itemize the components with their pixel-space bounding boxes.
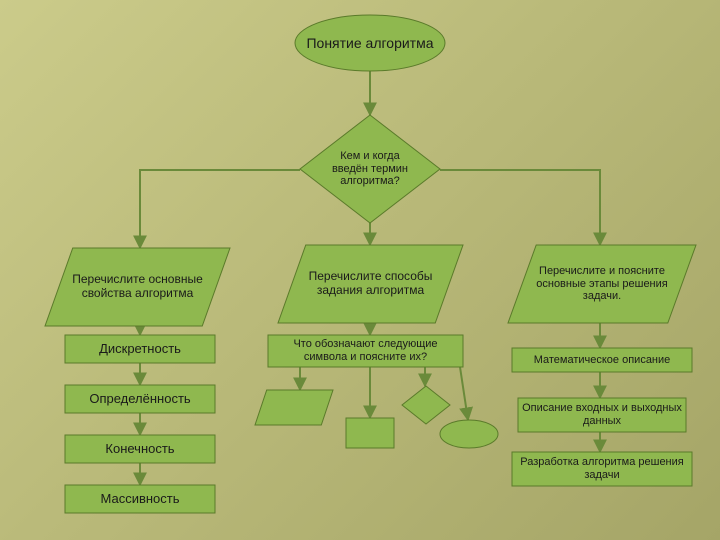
label-p3: Перечислите и поясните основные этапы ре… (527, 245, 677, 323)
label-q1: Кем и когда введён термин алгоритма? (325, 115, 415, 223)
node-s4 (440, 420, 498, 448)
node-s3 (402, 386, 450, 424)
label-r1: Дискретность (69, 335, 211, 363)
label-root: Понятие алгоритма (299, 15, 441, 71)
node-s1 (255, 390, 333, 425)
label-r3: Конечность (69, 435, 211, 463)
label-q2: Что обозначают следующие символа и поясн… (272, 335, 459, 367)
label-r4: Массивность (69, 485, 211, 513)
label-m2: Описание входных и выходных данных (522, 398, 682, 432)
label-p1: Перечислите основные свойства алгоритма (64, 248, 212, 326)
label-m1: Математическое описание (516, 348, 688, 372)
label-p2: Перечислите способы задания алгоритма (297, 245, 445, 323)
node-s2 (346, 418, 394, 448)
label-r2: Определённость (69, 385, 211, 413)
label-m3: Разработка алгоритма решения задачи (516, 452, 688, 486)
